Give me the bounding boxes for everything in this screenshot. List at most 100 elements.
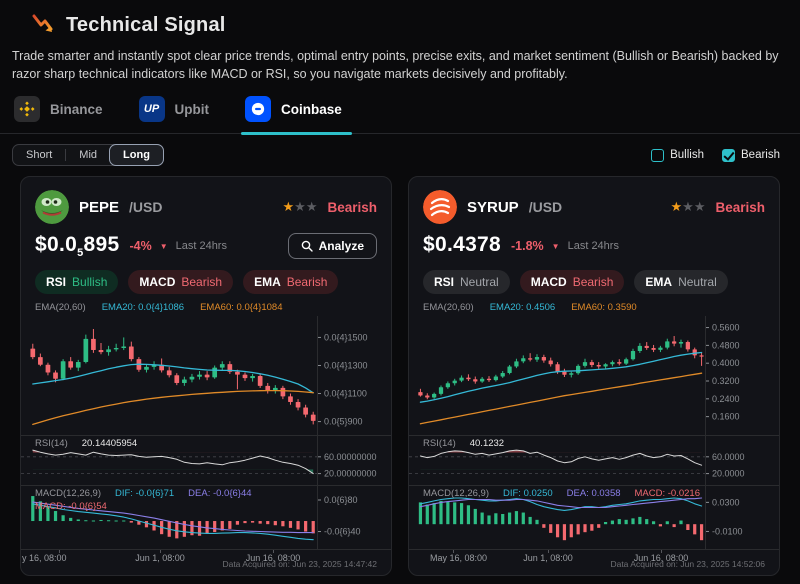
badge-label: MACD [139, 275, 176, 290]
coin-quote: /USD [129, 199, 163, 216]
period-long[interactable]: Long [109, 144, 164, 167]
badge-label: MACD [530, 275, 567, 290]
bullish-checkbox[interactable]: Bullish [651, 148, 704, 162]
card-header: SYRUP /USD ★★★ Bearish [409, 188, 779, 226]
rsi-pane: RSI(14) 20.14405954 60.00000000 20.000000… [21, 436, 392, 487]
x-axis-label: Jun 16, 08:00 [633, 553, 689, 564]
downtrend-icon [32, 14, 53, 32]
down-arrow-icon: ▼ [551, 241, 560, 251]
svg-text:0.2400: 0.2400 [712, 394, 740, 404]
signal-card-syrup: SYRUP /USD ★★★ Bearish $0.4378 -1.8% ▼ L… [408, 176, 780, 577]
main-chart-pane: 0.0{4}1500 0.0{4}1300 0.0{4}1100 0.0{5}900 [21, 316, 392, 437]
search-icon [301, 240, 313, 252]
main-chart-pane: 0.5600 0.4800 0.4000 0.3200 0.2400 0.1600 [409, 316, 780, 437]
x-axis-tick [273, 550, 274, 554]
badge-status: Bearish [181, 275, 223, 290]
down-arrow-icon: ▼ [159, 241, 168, 251]
ema-title: EMA(20,60) [423, 302, 474, 314]
badge-status: Bearish [286, 275, 328, 290]
price-change: -1.8% [511, 239, 544, 254]
svg-text:60.0000: 60.0000 [712, 452, 745, 462]
page-title: Technical Signal [66, 13, 226, 36]
bearish-checkbox[interactable]: Bearish [722, 148, 780, 162]
analyze-button-label: Analyze [318, 239, 364, 254]
svg-text:0.1600: 0.1600 [712, 412, 740, 422]
badge-status: Neutral [678, 275, 717, 290]
x-axis-label: May 16, 08:00 [430, 553, 488, 564]
coin-symbol: PEPE [79, 198, 120, 216]
price-row: $0.4378 -1.8% ▼ Last 24hrs [409, 231, 779, 261]
ema20-value: EMA20: 0.4506 [489, 302, 556, 314]
x-axis-tick [548, 550, 549, 554]
rsi-chart-svg[interactable]: 60.00000000 20.00000000 [21, 436, 392, 487]
x-axis-tick [661, 550, 662, 554]
tab-upbit-label: Upbit [174, 101, 210, 117]
star-icon: ★ [282, 199, 295, 215]
badges-row: RSI Bullish MACD Bearish EMA Bearish [21, 270, 391, 295]
macd-pane: MACD(12,26,9) DIF: 0.0250 DEA: 0.0358 MA… [409, 486, 780, 551]
badge-label: EMA [254, 275, 281, 290]
badges-row: RSI Neutral MACD Bearish EMA Neutral [409, 270, 779, 295]
macd-chart-svg[interactable]: 0.0{6}80 -0.0{6}40 [21, 486, 392, 551]
svg-text:0.0{4}1500: 0.0{4}1500 [324, 333, 368, 343]
star-icon: ★ [305, 199, 318, 215]
badge-label: RSI [434, 275, 455, 290]
indicator-badge: RSI Neutral [423, 270, 510, 295]
period-short[interactable]: Short [26, 149, 53, 162]
badge-label: EMA [645, 275, 673, 290]
bearish-checkbox-label: Bearish [741, 149, 780, 162]
x-axis-label: Jun 16, 08:00 [245, 553, 301, 564]
star-icon: ★ [682, 199, 694, 215]
analyze-button[interactable]: Analyze [287, 233, 377, 260]
svg-text:20.0000: 20.0000 [712, 469, 745, 479]
svg-text:0.0{5}900: 0.0{5}900 [324, 417, 363, 427]
period-mid[interactable]: Mid [79, 149, 98, 162]
indicator-badge: MACD Bearish [128, 270, 234, 295]
x-axis-label: y 16, 08:00 [22, 553, 67, 564]
indicator-badge: EMA Neutral [634, 270, 728, 295]
svg-text:-0.0100: -0.0100 [712, 527, 743, 537]
rsi-chart-svg[interactable]: 60.0000 20.0000 [409, 436, 780, 487]
ema-title: EMA(20,60) [35, 302, 86, 314]
indicator-badge: EMA Bearish [243, 270, 339, 295]
badge-label: RSI [46, 275, 67, 290]
change-period: Last 24hrs [567, 240, 619, 253]
svg-text:0.0{4}1100: 0.0{4}1100 [324, 389, 367, 399]
sentiment-label: Bearish [715, 199, 765, 215]
main-chart-svg[interactable]: 0.5600 0.4800 0.4000 0.3200 0.2400 0.1600 [409, 316, 780, 437]
macd-chart-svg[interactable]: 0.0300 -0.0100 [409, 486, 780, 551]
tab-coinbase[interactable]: Coinbase [241, 96, 352, 136]
main-chart-svg[interactable]: 0.0{4}1500 0.0{4}1300 0.0{4}1100 0.0{5}900 [21, 316, 392, 437]
exchange-tabs: Binance UP Upbit Coinbase [0, 96, 800, 136]
bearish-checkbox-box[interactable] [722, 148, 735, 162]
svg-text:60.00000000: 60.00000000 [324, 452, 377, 462]
tab-binance[interactable]: Binance [14, 96, 103, 133]
price-value: $0.05895 [35, 233, 120, 260]
price-change: -4% [129, 239, 152, 254]
signal-cards: PEPE /USD ★★★ Bearish $0.05895 -4% ▼ Las… [20, 176, 780, 577]
sentiment-label: Bearish [327, 199, 377, 215]
svg-text:0.0{4}1300: 0.0{4}1300 [324, 361, 368, 371]
badge-status: Neutral [460, 275, 499, 290]
x-axis-label: Jun 1, 08:00 [135, 553, 185, 564]
svg-text:0.0300: 0.0300 [712, 498, 740, 508]
data-acquired-timestamp: Data Acquired on: Jun 23, 2025 14:52:06 [610, 559, 765, 570]
page-header: Technical Signal [0, 0, 800, 38]
ema-labels: EMA(20,60) EMA20: 0.0{4}1086 EMA60: 0.0{… [21, 302, 391, 316]
x-axis-row: May 16, 08:00 Jun 1, 08:00 Jun 16, 08:00 [409, 550, 779, 565]
ema60-value: EMA60: 0.0{4}1084 [200, 302, 283, 314]
tab-binance-label: Binance [50, 101, 103, 117]
ema20-value: EMA20: 0.0{4}1086 [101, 302, 185, 314]
tab-coinbase-label: Coinbase [281, 101, 342, 117]
indicator-badge: RSI Bullish [35, 270, 119, 295]
rsi-pane: RSI(14) 40.1232 60.0000 20.0000 [409, 436, 780, 487]
bullish-checkbox-box[interactable] [651, 148, 665, 162]
tab-upbit[interactable]: UP Upbit [138, 96, 210, 133]
x-axis-label: Jun 1, 08:00 [523, 553, 573, 564]
syrup-logo [423, 190, 457, 225]
star-icon: ★ [693, 199, 706, 215]
svg-text:20.00000000: 20.00000000 [324, 469, 377, 479]
x-axis-tick [453, 550, 454, 554]
segment-divider [65, 149, 67, 162]
star-rating: ★★★ [671, 198, 706, 216]
